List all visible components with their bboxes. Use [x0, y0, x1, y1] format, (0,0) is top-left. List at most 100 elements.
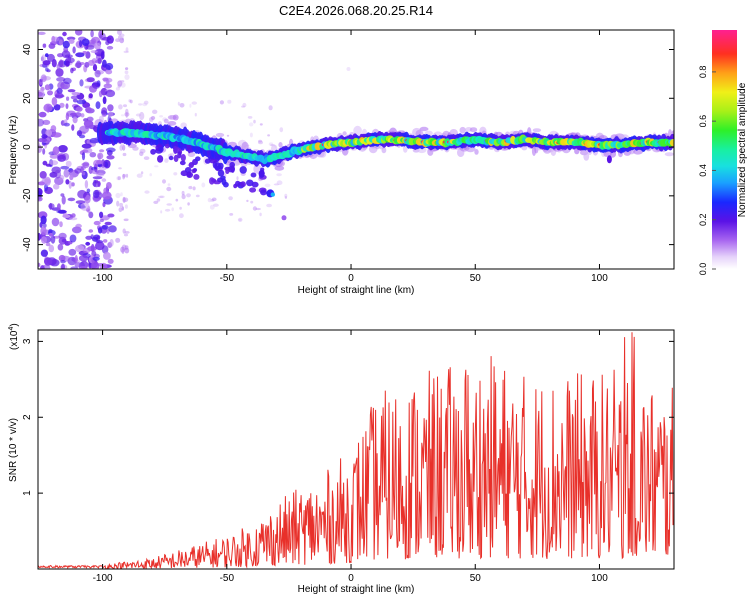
spectrogram-y-label: Frequency (Hz): [8, 116, 19, 185]
spectrogram-noise-cell: [52, 146, 60, 156]
spectrogram-noise-cell: [68, 38, 75, 44]
spectrogram-noise-cell: [65, 179, 70, 185]
spectrogram-noise-cell: [194, 112, 197, 117]
spectrogram-noise-cell: [70, 266, 79, 269]
spectrogram-noise-cell: [118, 207, 123, 213]
spectrogram-ridge-cell: [240, 181, 246, 188]
spectrogram-noise-cell: [45, 67, 49, 72]
spectrogram-noise-cell: [177, 101, 180, 106]
spectrogram-noise-cell: [86, 188, 91, 194]
spectrogram-noise-cell: [49, 202, 53, 210]
spectrogram-noise-cell: [92, 189, 100, 199]
spectrogram-noise-cell: [237, 217, 243, 222]
spectrogram-noise-cell: [48, 160, 59, 166]
spectrogram-noise-cell: [102, 96, 107, 105]
chart-title: C2E4.2026.068.20.25.R14: [279, 3, 433, 18]
spectrogram-ridge-cell: [177, 151, 182, 159]
spectrogram-noise-cell: [58, 145, 68, 153]
spectrogram-noise-cell: [69, 217, 78, 221]
spectrogram-noise-cell: [61, 195, 66, 205]
spectrogram-noise-cell: [264, 183, 271, 188]
spectrogram-noise-cell: [67, 197, 76, 202]
spectrogram-noise-cell: [259, 123, 263, 126]
spectrogram-halo-cell: [132, 146, 139, 151]
spectrogram-noise-cell: [167, 183, 171, 186]
spectrogram-noise-cell: [63, 77, 72, 85]
spectrogram-noise-cell: [143, 156, 150, 161]
spectrogram-noise-cell: [42, 60, 51, 66]
spectrogram-noise-cell: [90, 30, 94, 38]
spectrogram-noise-cell: [247, 116, 253, 119]
spectrogram-noise-cell: [124, 74, 130, 80]
spectrogram-halo-cell: [342, 131, 347, 136]
spectrogram-noise-cell: [57, 243, 64, 251]
spectrogram-noise-cell: [85, 241, 91, 246]
spectrogram-noise-cell: [116, 200, 120, 207]
spectrogram-noise-cell: [50, 125, 57, 133]
spectrogram-noise-cell: [117, 176, 122, 181]
spectrogram-noise-cell: [125, 67, 129, 70]
spectrogram-noise-cell: [123, 197, 129, 203]
colorbar-ticks: 0.0 0.2 0.4 0.6 0.8: [698, 66, 716, 275]
spectrogram-noise-cell: [120, 143, 124, 148]
spectrogram-noise-cell: [179, 103, 185, 108]
spectrogram-noise-cell: [71, 213, 76, 218]
spectrogram-noise-cell: [84, 194, 91, 204]
spectrogram-noise-cell: [268, 105, 273, 111]
spectrogram-noise-cell: [69, 174, 74, 181]
spectrogram-noise-cell: [72, 46, 76, 54]
spectrogram-noise-cell: [59, 39, 63, 46]
spectrogram-noise-cell: [219, 100, 224, 105]
spectrogram-noise-cell: [55, 68, 64, 77]
spectrogram-noise-cell: [40, 74, 47, 83]
spectrogram-noise-cell: [103, 187, 108, 194]
spectrogram-noise-cell: [48, 244, 55, 253]
spectrogram-noise-cell: [59, 102, 65, 108]
spectrogram-ridge-cell: [221, 178, 227, 186]
spectrogram-noise-cell: [38, 111, 47, 118]
spectrogram-noise-cell: [187, 202, 190, 206]
spectrogram-noise-cell: [71, 182, 75, 187]
spectrogram-noise-cell: [47, 90, 53, 96]
spectrogram-noise-cell: [82, 161, 90, 168]
spectrogram-noise-cell: [171, 207, 174, 212]
spectrogram-ridge-cell: [209, 158, 218, 164]
spectrogram-noise-cell: [65, 160, 72, 168]
spectrogram-noise-cell: [188, 186, 193, 190]
spectrogram-halo-cell: [583, 152, 590, 161]
spectrogram-noise-cell: [273, 183, 280, 186]
spectrogram-noise-cell: [276, 173, 282, 177]
snr-x-tick-label: -100: [93, 573, 113, 584]
spectrogram-noise-cell: [38, 144, 42, 153]
spectrogram-noise-cell: [79, 40, 83, 48]
spectrogram-noise-cell: [101, 178, 107, 182]
spectrogram-noise-cell: [62, 31, 67, 37]
spectrogram-noise-cell: [72, 98, 78, 103]
spectrogram-noise-cell: [85, 106, 92, 113]
spectrogram-noise-cell: [75, 30, 83, 36]
spectrogram-noise-cell: [41, 134, 48, 139]
spectrogram-x-tick-label: -50: [220, 273, 235, 284]
spectrogram-noise-cell: [75, 52, 85, 58]
spectrogram-noise-cell: [75, 223, 82, 229]
spectrogram-noise-cell: [38, 196, 43, 202]
spectrogram-noise-cell: [71, 124, 75, 131]
spectrogram-noise-cell: [48, 43, 56, 49]
snr-panel: -100 -50 0 50 100 1 2 3 Height of straight lin…: [8, 323, 675, 595]
spectrogram-noise-cell: [249, 122, 254, 127]
spectrogram-noise-cell: [186, 193, 191, 198]
snr-y-tick-label: 2: [22, 414, 33, 420]
spectrogram-noise-cell: [253, 119, 256, 124]
spectrogram-noise-cell: [226, 134, 230, 137]
spectrogram-noise-cell: [122, 152, 127, 157]
spectrogram-noise-cell: [74, 168, 82, 174]
spectrogram-ridge-cell: [193, 174, 200, 180]
spectrogram-noise-cell: [257, 140, 264, 145]
spectrogram-noise-cell: [57, 203, 61, 211]
spectrogram-noise-cell: [128, 99, 131, 103]
spectrogram-noise-cell: [56, 63, 61, 71]
spectrogram-noise-cell: [129, 99, 133, 104]
snr-y-tick-label: 1: [22, 490, 33, 496]
spectrogram-noise-cell: [75, 244, 85, 253]
